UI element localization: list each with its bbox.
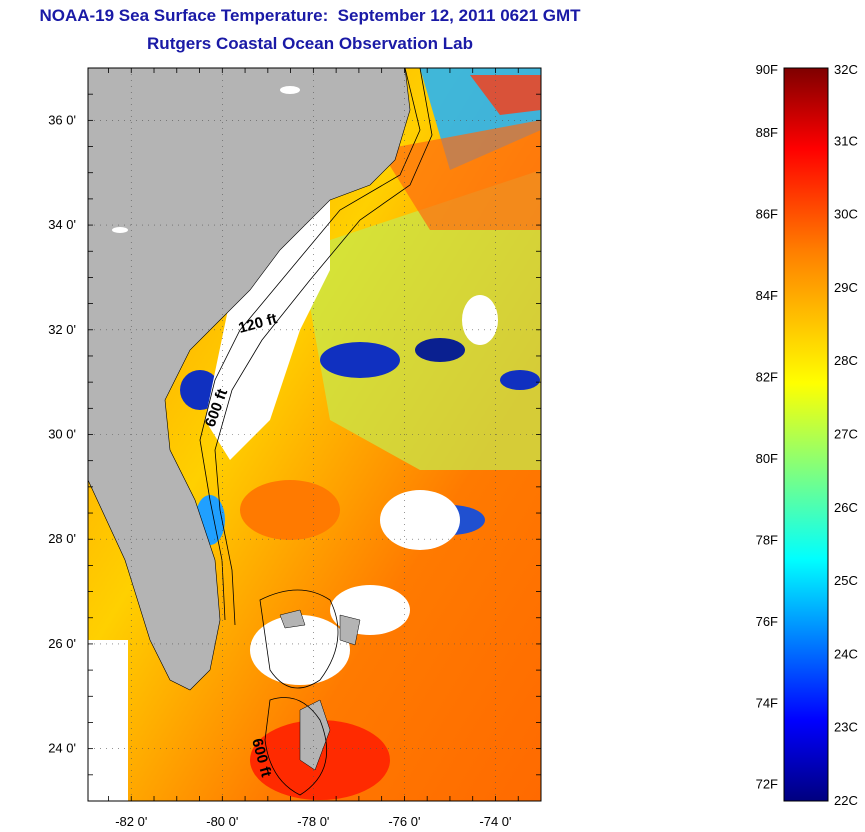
colorbar-f-label: 90F bbox=[756, 62, 778, 77]
colorbar-f-label: 78F bbox=[756, 532, 778, 547]
colorbar-f-label: 84F bbox=[756, 288, 778, 303]
colorbar-c-label: 29C bbox=[834, 280, 858, 295]
map-subtitle: Rutgers Coastal Ocean Observation Lab bbox=[147, 34, 473, 53]
colorbar bbox=[783, 67, 829, 802]
colorbar-c-label: 25C bbox=[834, 573, 858, 588]
map-title: NOAA-19 Sea Surface Temperature: Septemb… bbox=[39, 6, 581, 25]
colorbar-c-label: 26C bbox=[834, 500, 858, 515]
lat-tick-label: 32 0' bbox=[48, 322, 76, 337]
sst-image bbox=[88, 68, 541, 801]
lat-tick-label: 30 0' bbox=[48, 427, 76, 442]
colorbar-c-label: 31C bbox=[834, 133, 858, 148]
lon-tick-label: -82 0' bbox=[115, 814, 147, 829]
land-mass bbox=[88, 68, 411, 691]
colorbar-f-label: 76F bbox=[756, 614, 778, 629]
colorbar-f-label: 82F bbox=[756, 369, 778, 384]
colorbar-c-label: 32C bbox=[834, 62, 858, 77]
lat-tick-label: 36 0' bbox=[48, 112, 76, 127]
colorbar-f-label: 74F bbox=[756, 695, 778, 710]
lon-tick-label: -74 0' bbox=[479, 814, 511, 829]
colorbar-c-label: 24C bbox=[834, 646, 858, 661]
lat-tick-label: 26 0' bbox=[48, 636, 76, 651]
lat-tick-label: 24 0' bbox=[48, 741, 76, 756]
colorbar-f-label: 72F bbox=[756, 777, 778, 792]
colorbar-f-label: 88F bbox=[756, 125, 778, 140]
lon-tick-label: -78 0' bbox=[297, 814, 329, 829]
colorbar-c-label: 27C bbox=[834, 427, 858, 442]
colorbar-c-label: 23C bbox=[834, 720, 858, 735]
colorbar-c-label: 30C bbox=[834, 207, 858, 222]
colorbar-c-label: 22C bbox=[834, 793, 858, 808]
lat-tick-label: 34 0' bbox=[48, 217, 76, 232]
colorbar-c-label: 28C bbox=[834, 353, 858, 368]
colorbar-labels: 90F 88F 86F 84F 82F 80F 78F 76F 74F 72F 32C 31C 30C 2… bbox=[756, 62, 858, 808]
map-axes: 36 0' 34 0' 32 0' 30 0' 28 0' 26 0' 24 0' -82 0… bbox=[48, 67, 542, 829]
lon-tick-label: -76 0' bbox=[388, 814, 420, 829]
lat-tick-label: 28 0' bbox=[48, 531, 76, 546]
lon-tick-label: -80 0' bbox=[206, 814, 238, 829]
colorbar-f-label: 86F bbox=[756, 207, 778, 222]
colorbar-f-label: 80F bbox=[756, 451, 778, 466]
